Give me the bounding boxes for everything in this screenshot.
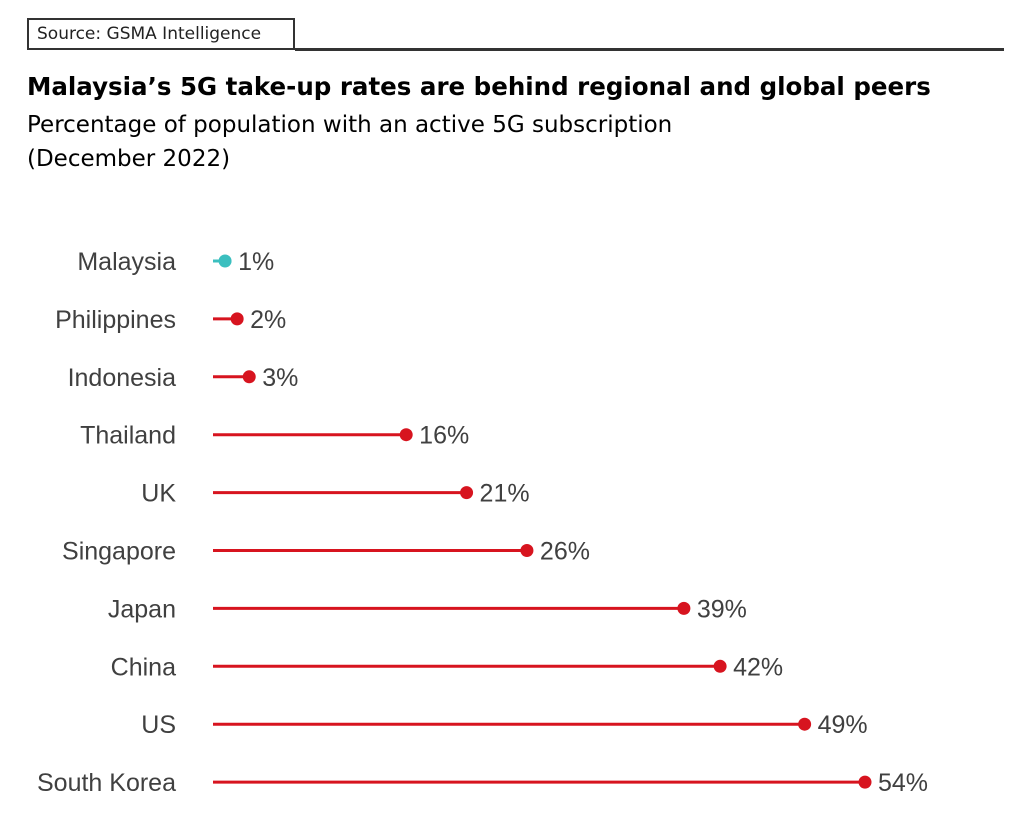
lollipop-dot (460, 486, 474, 500)
value-label: 16% (419, 422, 469, 450)
lollipop-dot (520, 544, 534, 557)
category-label: US (141, 711, 176, 739)
value-label: 3% (262, 364, 298, 392)
header-rule (295, 48, 1004, 51)
lollipop-dot (798, 717, 812, 731)
category-label: Singapore (62, 538, 176, 566)
value-label: 1% (238, 248, 274, 276)
source-box: Source: GSMA Intelligence (27, 18, 295, 50)
source-text: Source: GSMA Intelligence (37, 24, 262, 44)
category-label: Philippines (55, 306, 176, 334)
category-label: Indonesia (68, 364, 177, 392)
value-label: 21% (480, 480, 530, 508)
category-label: Japan (108, 595, 176, 623)
chart-title: Malaysia’s 5G take-up rates are behind r… (27, 72, 931, 101)
value-label: 39% (697, 595, 747, 623)
lollipop-dot (218, 254, 232, 268)
lollipop-dot (677, 601, 691, 615)
subtitle-line-2: (December 2022) (27, 146, 231, 172)
lollipop-dot (713, 659, 727, 673)
value-label: 2% (250, 306, 286, 334)
category-label: UK (141, 480, 176, 508)
value-label: 49% (818, 711, 868, 739)
subtitle-line-1: Percentage of population with an active … (27, 112, 673, 138)
category-label: Malaysia (77, 248, 176, 276)
category-label: South Korea (37, 769, 176, 797)
category-label: Thailand (80, 422, 176, 450)
lollipop-dot (858, 775, 872, 789)
value-label: 54% (878, 769, 928, 797)
lollipop-dot (399, 428, 413, 442)
lollipop-dot (242, 370, 256, 384)
lollipop-dot (230, 312, 244, 326)
chart-subtitle: Percentage of population with an active … (27, 108, 672, 176)
category-label: China (111, 653, 176, 681)
value-label: 42% (733, 653, 783, 681)
value-label: 26% (540, 538, 590, 566)
